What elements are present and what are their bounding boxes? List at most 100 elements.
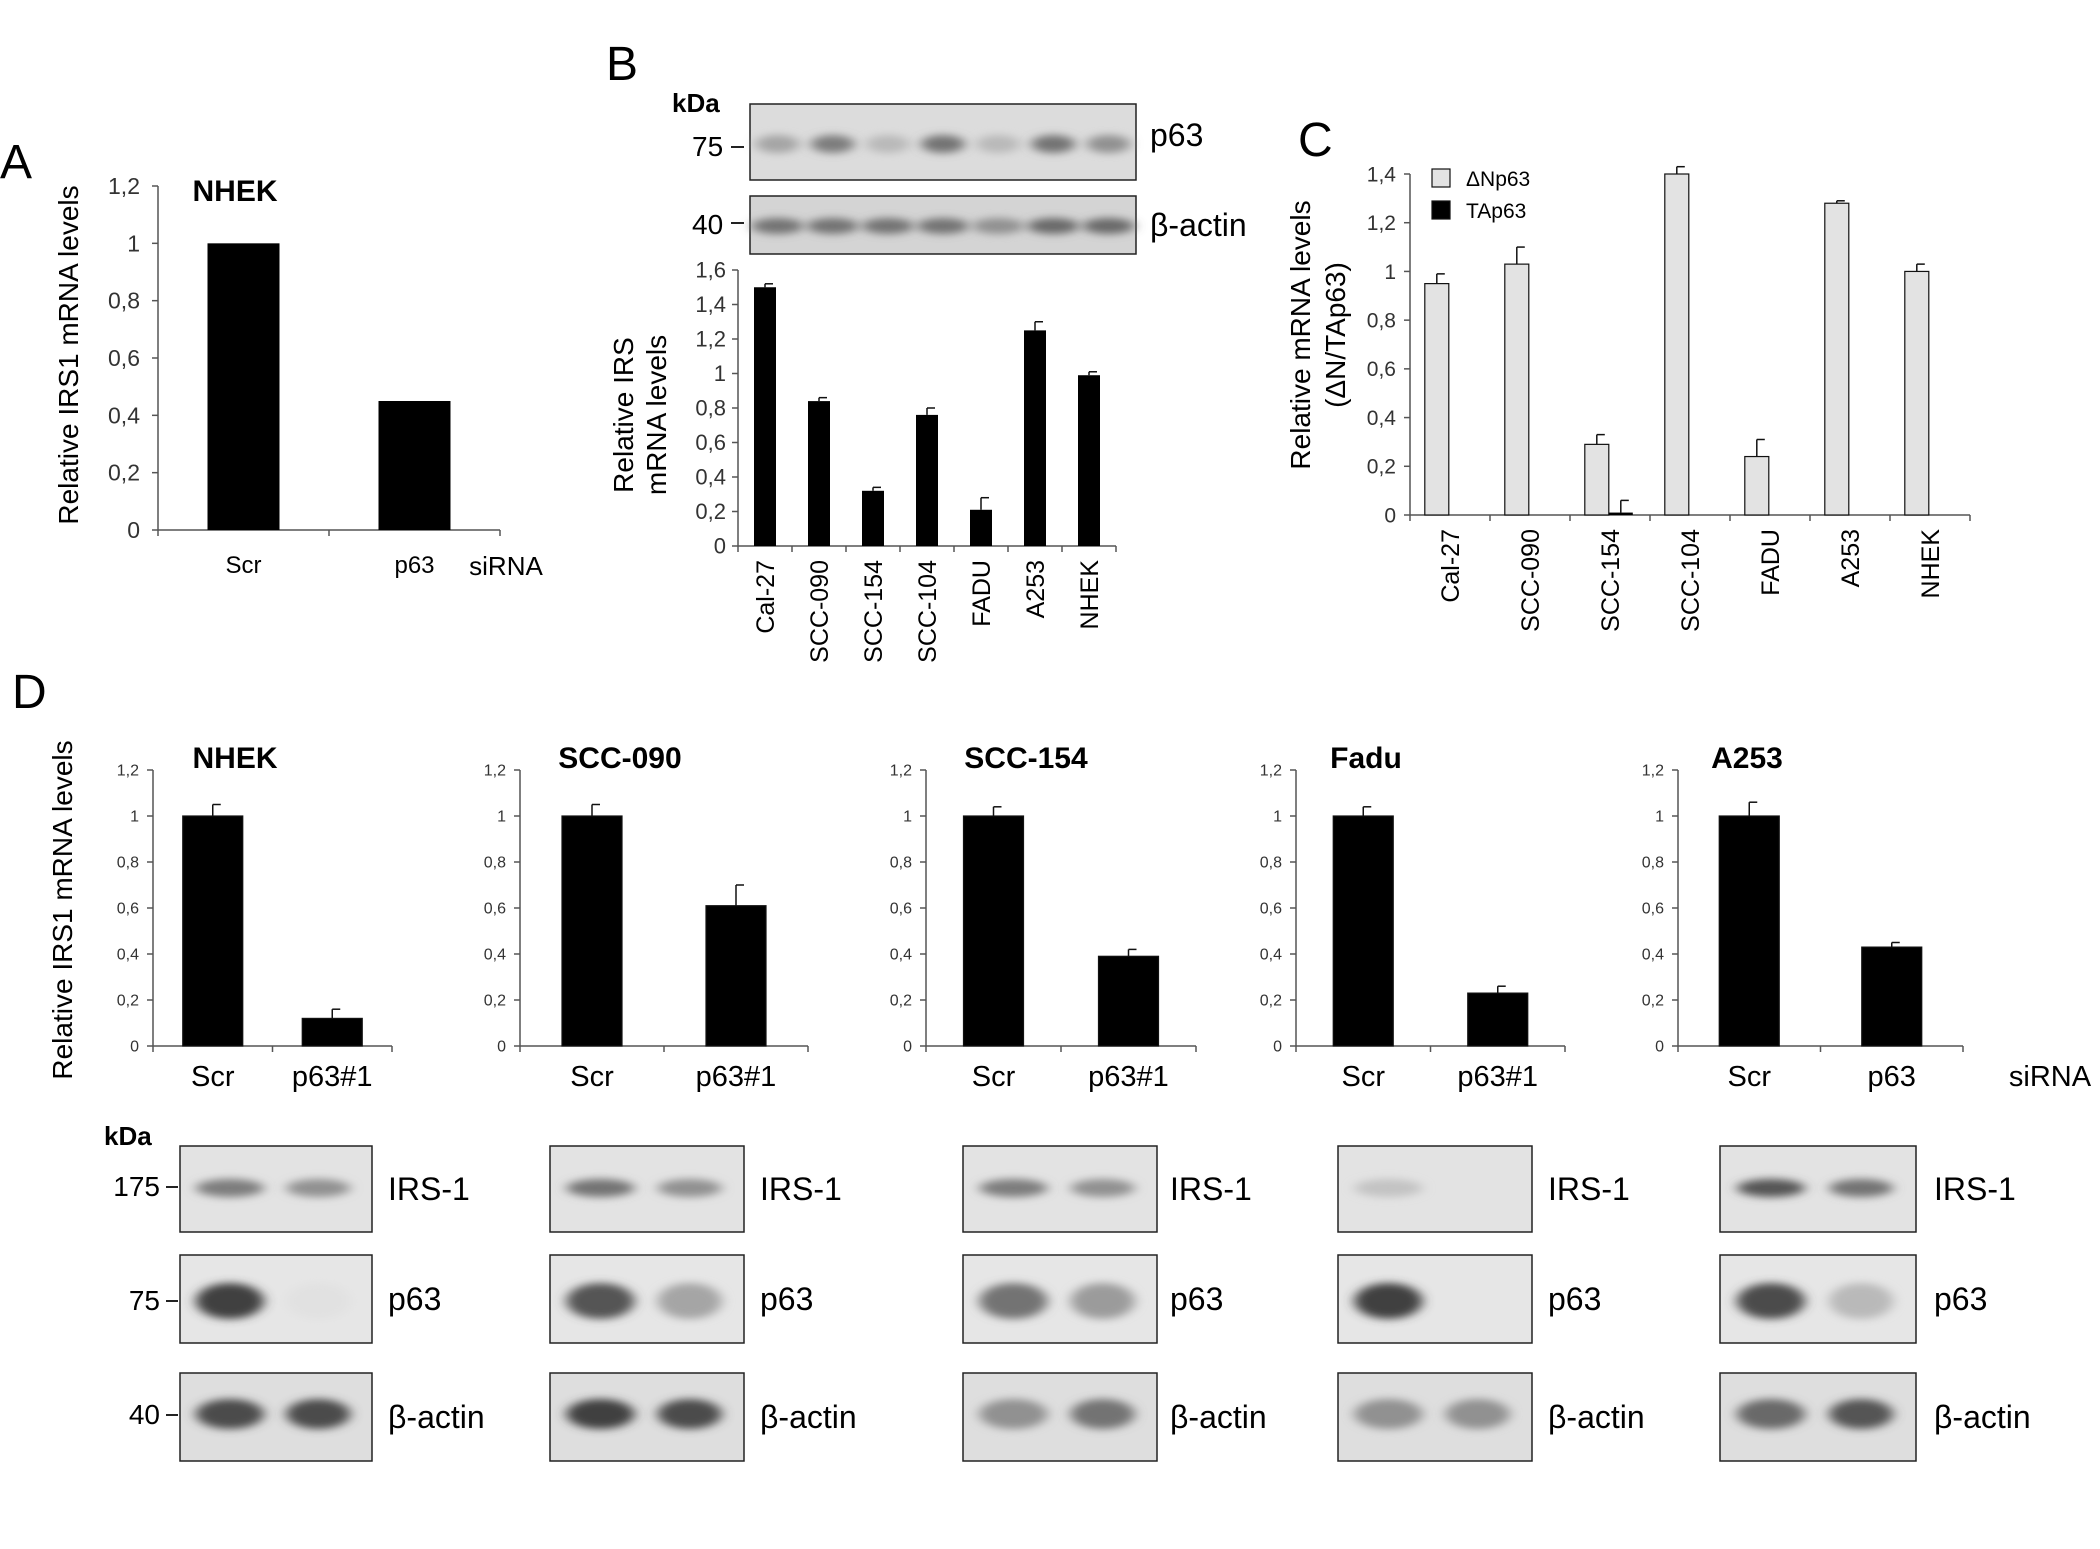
blot-band xyxy=(195,1283,264,1319)
blot-d-Fadu-irs1 xyxy=(1337,1145,1533,1233)
y-tick-label: 0 xyxy=(1655,1039,1664,1056)
y-tick-label: 0,6 xyxy=(1367,358,1396,381)
blot-band xyxy=(195,1399,264,1429)
blot-band xyxy=(1736,1283,1805,1319)
x-tick-label: p63 xyxy=(394,552,434,579)
bar-p63 xyxy=(1861,946,1923,1047)
y-tick-label: 1,6 xyxy=(695,258,726,283)
panel-d-kda: kDa xyxy=(104,1121,152,1151)
bar-p63#1 xyxy=(705,905,767,1047)
y-tick-label: 1 xyxy=(127,230,140,256)
blot-d-row-label: p63 xyxy=(1934,1281,1987,1317)
blot-d-SCC-154-irs1 xyxy=(962,1145,1158,1233)
blot-band xyxy=(1070,1283,1135,1319)
panel-d-title-D-NHEK: NHEK xyxy=(192,742,277,775)
blot-d-row-label: IRS-1 xyxy=(1170,1171,1252,1207)
blot-band xyxy=(1086,135,1131,153)
panel-label-a: A xyxy=(0,136,32,189)
blot-band xyxy=(865,135,910,153)
blot-band xyxy=(286,1179,351,1197)
blot-d-A253-p63 xyxy=(1719,1254,1917,1344)
x-tick-label: p63#1 xyxy=(1088,1061,1169,1093)
y-tick-label: 0,8 xyxy=(117,855,139,872)
blot-band xyxy=(286,1399,351,1429)
y-tick-label: 0,8 xyxy=(695,396,726,421)
blot-band xyxy=(806,218,859,234)
y-tick-label: 0,8 xyxy=(1367,309,1396,332)
blot-d-NHEK-actin xyxy=(179,1372,373,1462)
bar-A253 xyxy=(1024,330,1046,546)
blot-d-Fadu-p63 xyxy=(1337,1254,1533,1344)
y-tick-label: 0,6 xyxy=(1260,901,1282,918)
bar-Scr xyxy=(962,815,1025,1047)
blot-band xyxy=(1354,1283,1423,1319)
panel-d-sirna-label: siRNA xyxy=(2009,1061,2092,1093)
y-tick-label: 1 xyxy=(130,809,139,826)
chart-B: 0 0,2 0,4 0,6 0,8 1 1,2 1,4 1,6 Cal-27 SCC-090 SCC-… xyxy=(695,258,1117,663)
y-tick-label: 1 xyxy=(1273,809,1282,826)
y-tick-label: 0,8 xyxy=(890,855,912,872)
bar-SCC-154-0 xyxy=(1584,443,1610,516)
blot-d-row-label: β-actin xyxy=(1934,1399,2031,1435)
y-tick-label: 1,4 xyxy=(1367,163,1397,186)
blot-band xyxy=(657,1399,722,1429)
blot-band xyxy=(1031,135,1076,153)
blot-b-p63 xyxy=(749,103,1137,181)
x-tick-label: SCC-104 xyxy=(914,560,942,663)
y-tick-label: 1,2 xyxy=(108,173,140,199)
blot-band xyxy=(976,135,1021,153)
x-tick-label: SCC-090 xyxy=(806,560,834,663)
blot-b-marker-40: 40 xyxy=(692,209,723,240)
y-tick-label: 1,4 xyxy=(695,292,726,317)
x-tick-label: Cal-27 xyxy=(1437,529,1465,603)
y-tick-label: 0 xyxy=(1273,1039,1282,1056)
chart-A: 0 0,2 0,4 0,6 0,8 1 1,2 Scr p63 xyxy=(108,173,501,579)
y-tick-label: 1 xyxy=(1655,809,1664,826)
blot-b-marker-75: 75 xyxy=(692,131,723,162)
blot-band xyxy=(1445,1399,1510,1429)
bar-A253-0 xyxy=(1824,202,1850,516)
blot-band xyxy=(1354,1399,1423,1429)
bar-SCC-090 xyxy=(808,401,830,546)
blot-band xyxy=(861,218,914,234)
blot-band xyxy=(1736,1399,1805,1429)
legend-swatch xyxy=(1431,168,1451,188)
x-tick-label: NHEK xyxy=(1917,529,1945,599)
y-tick-label: 0,2 xyxy=(1260,993,1282,1010)
y-tick-label: 0,2 xyxy=(1367,456,1396,479)
bar-p63#1 xyxy=(1467,992,1529,1047)
bar-Scr xyxy=(561,815,623,1047)
blot-band xyxy=(1082,218,1135,234)
bar-SCC-104-0 xyxy=(1664,173,1690,516)
blot-d-row-label: IRS-1 xyxy=(1934,1171,2016,1207)
bar-SCC-154 xyxy=(862,490,884,546)
panel-d-title-D-Fadu: Fadu xyxy=(1330,742,1402,775)
y-tick-label: 1,2 xyxy=(1642,763,1664,780)
blot-d-SCC-090-p63 xyxy=(549,1254,745,1344)
blot-d-Fadu-actin xyxy=(1337,1372,1533,1462)
y-tick-label: 0,6 xyxy=(1642,901,1664,918)
blot-band xyxy=(566,1283,635,1319)
bar-FADU xyxy=(970,509,992,546)
blot-band xyxy=(195,1179,264,1197)
x-tick-label: p63#1 xyxy=(1457,1061,1538,1093)
panel-label-d: D xyxy=(12,666,47,719)
y-tick-label: 0,4 xyxy=(108,402,140,428)
blot-d-marker-75: 75 xyxy=(129,1285,160,1316)
x-tick-label: Scr xyxy=(570,1061,614,1093)
x-tick-label: Scr xyxy=(972,1061,1016,1093)
bar-p63#1 xyxy=(301,1017,363,1047)
blot-d-row-label: β-actin xyxy=(1548,1399,1645,1435)
y-tick-label: 0,8 xyxy=(484,855,506,872)
blot-d-A253-actin xyxy=(1719,1372,1917,1462)
blot-band xyxy=(979,1399,1048,1429)
x-tick-label: Cal-27 xyxy=(752,560,780,634)
panel-d-title-D-A253: A253 xyxy=(1711,742,1783,775)
y-tick-label: 0,2 xyxy=(108,460,140,486)
bar-SCC-090-0 xyxy=(1504,263,1530,516)
y-tick-label: 0,6 xyxy=(117,901,139,918)
y-tick-label: 0,2 xyxy=(695,499,726,524)
legend: ΔNp63 TAp63 xyxy=(1431,168,1530,223)
blot-band xyxy=(979,1179,1048,1197)
